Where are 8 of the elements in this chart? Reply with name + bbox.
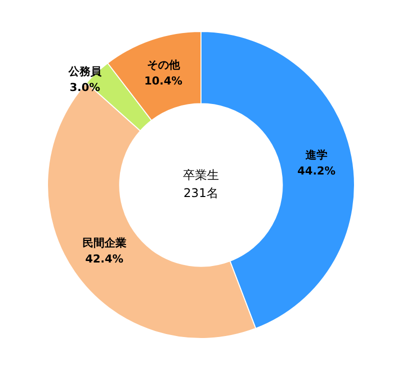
slice-label: その他 [146,58,181,72]
data-label: 3.0% [70,81,100,94]
data-label: 10.4% [144,74,182,88]
data-label: 44.2% [297,164,336,178]
slice-label: 民間企業 [82,236,126,250]
slice-label: 進学 [304,148,328,162]
text: 卒業生 231名 [183,168,219,200]
data-label: 42.4% [85,252,124,266]
